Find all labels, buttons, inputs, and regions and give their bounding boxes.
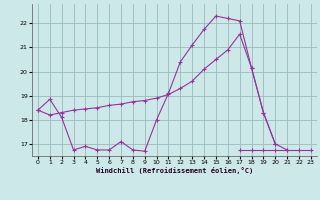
X-axis label: Windchill (Refroidissement éolien,°C): Windchill (Refroidissement éolien,°C) bbox=[96, 167, 253, 174]
